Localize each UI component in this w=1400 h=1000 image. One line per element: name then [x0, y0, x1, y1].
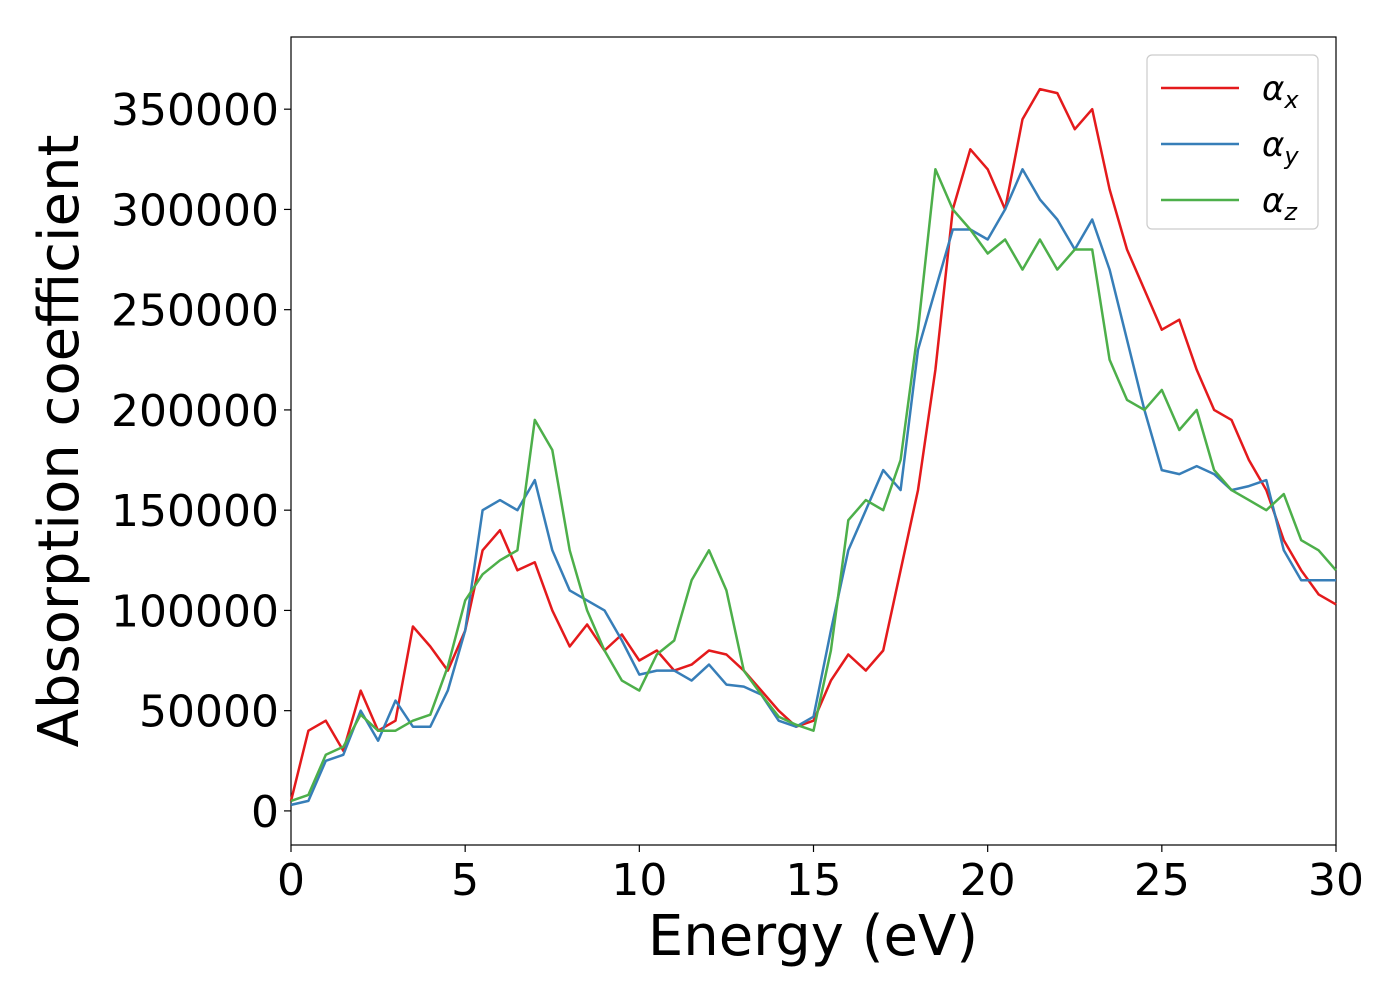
y-tick-label: 0 — [251, 787, 279, 838]
x-tick-label: 20 — [960, 855, 1016, 906]
y-tick-label: 50000 — [139, 687, 279, 738]
y-tick-label: 200000 — [111, 386, 279, 437]
x-tick-label: 30 — [1308, 855, 1364, 906]
x-axis-label: Energy (eV) — [648, 904, 978, 969]
x-tick-label: 25 — [1134, 855, 1190, 906]
y-tick-label: 100000 — [111, 586, 279, 637]
legend-box — [1146, 54, 1319, 230]
legend-label: αz — [1262, 181, 1298, 226]
series-line — [290, 168, 1336, 807]
y-axis-label: Absorption coefficient — [27, 135, 92, 748]
x-tick-label: 10 — [611, 855, 667, 906]
y-tick-label: 150000 — [111, 486, 279, 537]
legend-label: αy — [1262, 125, 1299, 170]
y-tick-label: 300000 — [111, 185, 279, 236]
x-tick-label: 15 — [786, 855, 842, 906]
legend-label: αx — [1262, 69, 1299, 114]
x-tick-label: 0 — [277, 855, 305, 906]
y-tick-label: 250000 — [111, 286, 279, 337]
series-line — [290, 168, 1337, 803]
y-tick-label: 350000 — [111, 85, 279, 136]
x-tick-label: 5 — [451, 855, 479, 906]
